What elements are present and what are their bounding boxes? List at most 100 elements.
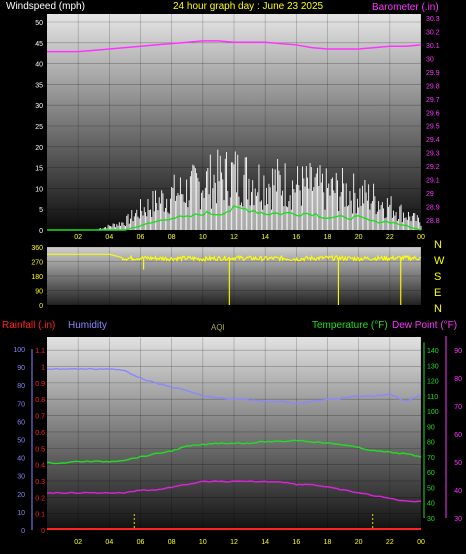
humidity-y-tick: 10 (17, 510, 25, 517)
barometer-y-tick: 29.2 (426, 164, 440, 171)
rain-y-tick: 0.5 (35, 446, 45, 453)
temperature-y-tick: 50 (427, 485, 435, 492)
rain-y-tick: 0.3 (35, 479, 45, 486)
wind-y-tick: 10 (35, 186, 43, 193)
wind-y-tick: 5 (39, 207, 43, 214)
climate-x-tick: 00 (417, 539, 425, 546)
climate-x-tick: 14 (261, 539, 269, 546)
direction-y-tick: 90 (35, 289, 43, 296)
direction-y-tick: 270 (31, 260, 43, 267)
rain-y-tick: 0.1 (35, 512, 45, 519)
dewpoint-y-tick: 70 (454, 404, 462, 411)
barometer-y-tick: 28.9 (426, 205, 440, 212)
dewpoint-line (46, 480, 422, 503)
humidity-y-tick: 40 (17, 456, 25, 463)
climate-x-tick: 08 (168, 539, 176, 546)
dewpoint-y-tick: 80 (454, 376, 462, 383)
climate-x-tick: 16 (292, 539, 300, 546)
compass-s: S (434, 271, 441, 283)
climate-x-tick: 22 (386, 539, 394, 546)
rain-y-tick: 0.9 (35, 381, 45, 388)
wind-y-tick: 25 (35, 124, 43, 131)
barometer-y-tick: 30.1 (426, 43, 440, 50)
climate-x-tick: 12 (230, 539, 238, 546)
wind-x-tick: 12 (230, 234, 238, 241)
temperature-y-tick: 100 (427, 409, 439, 416)
climate-x-tick: 06 (137, 539, 145, 546)
rain-y-tick: 1 (41, 365, 45, 372)
wind-x-tick: 10 (199, 234, 207, 241)
wind-y-tick: 30 (35, 103, 43, 110)
humidity-label: Humidity (68, 320, 107, 331)
direction-y-tick: 180 (31, 274, 43, 281)
barometer-y-tick: 29.9 (426, 70, 440, 77)
barometer-y-tick: 29.8 (426, 83, 440, 90)
dewpoint-y-tick: 90 (454, 348, 462, 355)
humidity-line (46, 367, 422, 405)
temperature-y-tick: 30 (427, 516, 435, 523)
humidity-y-tick: 80 (17, 383, 25, 390)
temperature-y-tick: 70 (427, 455, 435, 462)
wind-x-tick: 02 (74, 234, 82, 241)
climate-x-tick: 10 (199, 539, 207, 546)
barometer-line (47, 40, 422, 53)
compass-n-top: N (434, 239, 442, 251)
humidity-y-tick: 70 (17, 401, 25, 408)
humidity-y-tick: 30 (17, 474, 25, 481)
wind-y-tick: 50 (35, 20, 43, 27)
wind-direction-line (47, 253, 422, 263)
barometer-y-tick: 29.6 (426, 110, 440, 117)
wind-y-tick: 0 (39, 228, 43, 235)
barometer-y-tick: 29.7 (426, 97, 440, 104)
humidity-y-tick: 50 (17, 438, 25, 445)
wind-x-tick: 22 (386, 234, 394, 241)
temperature-y-tick: 90 (427, 424, 435, 431)
temperature-y-tick: 40 (427, 501, 435, 508)
wind-y-tick: 20 (35, 145, 43, 152)
dewpoint-y-tick: 60 (454, 432, 462, 439)
climate-x-tick: 02 (74, 539, 82, 546)
rain-y-tick: 0.8 (35, 397, 45, 404)
rain-y-tick: 0.6 (35, 430, 45, 437)
graph-title: 24 hour graph day : June 23 2025 (173, 1, 324, 12)
wind-x-tick: 08 (168, 234, 176, 241)
dewpoint-label: Dew Point (°F) (392, 320, 457, 331)
dewpoint-y-tick: 30 (454, 516, 462, 523)
wind-x-tick: 18 (324, 234, 332, 241)
compass-n-bottom: N (434, 303, 442, 315)
rain-y-tick: 0.7 (35, 414, 45, 421)
climate-x-tick: 20 (355, 539, 363, 546)
compass-w: W (434, 255, 445, 267)
wind-x-tick: 04 (105, 234, 113, 241)
wind-y-tick: 40 (35, 62, 43, 69)
barometer-y-tick: 30.2 (426, 29, 440, 36)
temperature-y-tick: 130 (427, 363, 439, 370)
aqi-label: AQI (211, 323, 225, 332)
barometer-y-tick: 29.5 (426, 124, 440, 131)
temperature-y-tick: 140 (427, 348, 439, 355)
humidity-y-tick: 20 (17, 492, 25, 499)
climate-x-tick: 18 (324, 539, 332, 546)
humidity-y-tick: 100 (13, 347, 25, 354)
barometer-y-tick: 30 (426, 56, 434, 63)
temperature-y-tick: 110 (427, 394, 438, 401)
wind-x-tick: 06 (137, 234, 145, 241)
barometer-y-tick: 30.3 (426, 16, 440, 23)
barometer-y-tick: 28.8 (426, 218, 440, 225)
rain-y-tick: 1.1 (35, 348, 45, 355)
wind-x-tick: 20 (355, 234, 363, 241)
climate-x-tick: 04 (105, 539, 113, 546)
wind-y-tick: 35 (35, 82, 43, 89)
barometer-y-tick: 29.4 (426, 137, 440, 144)
wind-x-tick: 00 (417, 234, 425, 241)
direction-panel-background (47, 247, 421, 305)
temperature-label: Temperature (°F) (312, 320, 388, 331)
wind-y-tick: 45 (35, 41, 43, 48)
wind-x-tick: 16 (292, 234, 300, 241)
wind-y-tick: 15 (35, 166, 43, 173)
wind-average-line (47, 205, 422, 231)
rain-y-tick: 0.2 (35, 495, 45, 502)
dewpoint-y-tick: 40 (454, 488, 462, 495)
